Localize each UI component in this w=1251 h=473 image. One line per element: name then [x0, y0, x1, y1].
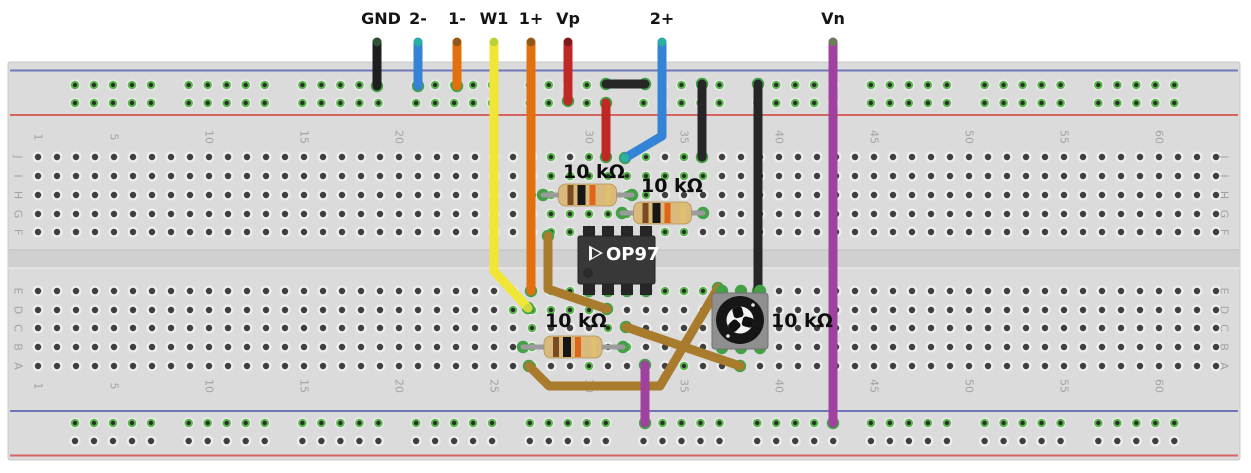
wire-gnd[interactable]: [370, 37, 384, 93]
column-number-bottom: 10: [203, 379, 216, 393]
ic-op97[interactable]: OP97: [577, 225, 660, 298]
column-number-top: 20: [393, 130, 406, 144]
ic-pin1-marker: [583, 268, 593, 278]
pin-label-2minus: 2-: [409, 9, 427, 28]
row-letter: F: [1218, 229, 1231, 235]
pot-value-label: 10 kΩ: [771, 310, 833, 332]
resistor-value-label: 10 kΩ: [641, 175, 703, 197]
column-number-top: 45: [868, 130, 881, 144]
row-letter: E: [1218, 288, 1231, 295]
column-number-top: 15: [298, 130, 311, 144]
column-number-bottom: 40: [773, 379, 786, 393]
row-letter: A: [1218, 362, 1231, 370]
column-number-top: 50: [963, 130, 976, 144]
ic-part-number: OP97: [606, 244, 660, 265]
column-number-top: 40: [773, 130, 786, 144]
row-letter: G: [1218, 210, 1231, 219]
column-number-bottom: 20: [393, 379, 406, 393]
row-letter: G: [12, 210, 25, 219]
wire-vp[interactable]: [561, 37, 575, 108]
column-number-bottom: 5: [108, 383, 121, 390]
pin-label-w1: W1: [480, 9, 509, 28]
wire-brown-jumper-3[interactable]: [619, 320, 747, 373]
wire-2plus[interactable]: [618, 37, 667, 165]
column-number-bottom: 60: [1153, 379, 1166, 393]
resistor-value-label: 10 kΩ: [545, 310, 607, 332]
pin-label-1plus: 1+: [519, 9, 544, 28]
column-number-top: 10: [203, 130, 216, 144]
wire-1minus[interactable]: [450, 37, 464, 93]
row-letter: B: [1218, 343, 1231, 351]
wire-vn-bus-jumper[interactable]: [638, 358, 652, 430]
wire-2minus[interactable]: [411, 37, 425, 93]
column-number-bottom: 1: [32, 383, 45, 390]
row-letter: C: [1218, 324, 1231, 332]
row-letter: E: [12, 288, 25, 295]
row-letter: D: [1218, 306, 1231, 314]
row-letter: J: [1218, 154, 1231, 158]
column-number-bottom: 55: [1058, 379, 1071, 393]
coordinate-labels: 1155101015152020252530303535404045455050…: [12, 130, 1231, 393]
wire-brown-jumper-1[interactable]: [541, 229, 614, 316]
resistor-r2[interactable]: 10 kΩ: [615, 175, 710, 225]
column-number-top: 60: [1153, 130, 1166, 144]
resistor-r1[interactable]: 10 kΩ: [536, 161, 639, 207]
pin-label-1minus: 1-: [448, 9, 466, 28]
row-letter: B: [12, 343, 25, 351]
column-number-top: 5: [108, 134, 121, 141]
column-number-top: 1: [32, 134, 45, 141]
wire-black-jumper-2[interactable]: [751, 77, 765, 298]
row-letter: I: [1218, 174, 1231, 177]
pin-label-vp: Vp: [556, 9, 580, 28]
row-letter: I: [12, 174, 25, 177]
row-letter: D: [12, 306, 25, 314]
row-letter: J: [12, 154, 25, 158]
resistor-value-label: 10 kΩ: [563, 161, 625, 183]
resistor-r3[interactable]: 10 kΩ: [516, 310, 630, 359]
column-number-bottom: 50: [963, 379, 976, 393]
wire-vn[interactable]: [826, 37, 840, 430]
column-number-bottom: 45: [868, 379, 881, 393]
wire-gnd-rail-jumper[interactable]: [599, 77, 652, 91]
column-number-bottom: 15: [298, 379, 311, 393]
row-letter: F: [12, 229, 25, 235]
column-number-top: 30: [583, 130, 596, 144]
column-number-top: 55: [1058, 130, 1071, 144]
row-letter: C: [12, 324, 25, 332]
wire-vp-rail-jumper[interactable]: [599, 96, 613, 164]
wire-black-jumper-1[interactable]: [695, 77, 709, 164]
column-number-bottom: 25: [488, 379, 501, 393]
pin-label-gnd: GND: [361, 9, 401, 28]
potentiometer[interactable]: 10 kΩ: [711, 284, 833, 355]
wire-w1[interactable]: [489, 37, 535, 315]
pin-labels: GND 2- 1- W1 1+ Vp 2+ Vn: [361, 9, 845, 28]
row-letter: H: [12, 191, 25, 199]
pin-label-2plus: 2+: [650, 9, 675, 28]
pin-label-vn: Vn: [821, 9, 845, 28]
row-letter: A: [12, 362, 25, 370]
row-letter: H: [1218, 191, 1231, 199]
column-number-bottom: 35: [678, 379, 691, 393]
wire-1plus[interactable]: [524, 37, 538, 298]
column-number-top: 35: [678, 130, 691, 144]
